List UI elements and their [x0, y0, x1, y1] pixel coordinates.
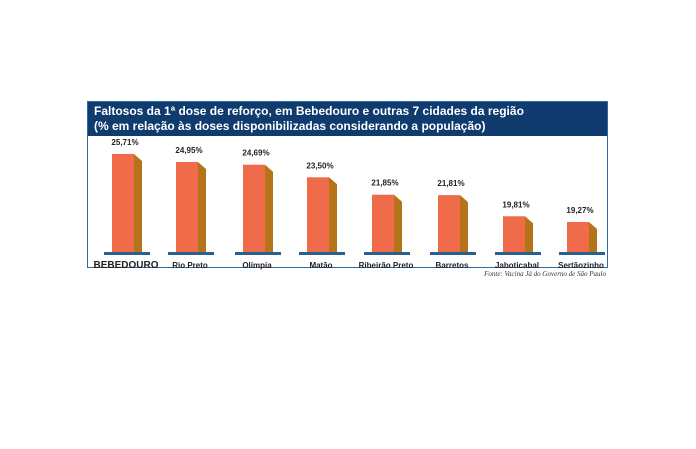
bar-baseline — [235, 252, 281, 255]
category-label: Rio Preto — [172, 261, 208, 270]
chart-title: Faltosos da 1ª dose de reforço, em Bebed… — [94, 104, 524, 118]
bar — [438, 195, 460, 253]
bar-side — [265, 164, 273, 253]
value-label: 21,81% — [437, 179, 464, 188]
bar-baseline — [168, 252, 214, 255]
bar-side — [589, 221, 597, 253]
bar-side — [329, 177, 337, 253]
bar — [372, 194, 394, 253]
bar-baseline — [495, 252, 541, 255]
bar — [567, 221, 589, 253]
bar-side — [460, 195, 468, 253]
category-label: Olímpia — [242, 261, 272, 270]
bar-side — [525, 216, 533, 253]
bar-side — [394, 194, 402, 253]
value-label: 23,50% — [306, 161, 333, 170]
bar-baseline — [430, 252, 476, 255]
bar — [503, 216, 525, 253]
source-note: Fonte: Vacina Já do Governo de São Paulo — [484, 270, 606, 278]
category-label: Jaboticabal — [495, 261, 539, 270]
bar — [112, 153, 134, 253]
chart-header: Faltosos da 1ª dose de reforço, em Bebed… — [88, 102, 607, 136]
category-label: Sertãozinho — [558, 261, 604, 270]
category-label: BEBEDOURO — [93, 260, 158, 271]
value-label: 19,81% — [502, 200, 529, 209]
bar-side — [134, 153, 142, 253]
bar-baseline — [299, 252, 345, 255]
bar-side — [198, 161, 206, 253]
bar — [307, 177, 329, 253]
category-label: Barretos — [436, 261, 469, 270]
value-label: 24,69% — [242, 149, 269, 158]
bar — [176, 161, 198, 253]
bar-baseline — [364, 252, 410, 255]
value-label: 19,27% — [566, 206, 593, 215]
category-label: Matão — [309, 261, 332, 270]
bar-baseline — [104, 252, 150, 255]
value-label: 21,85% — [371, 179, 398, 188]
bar-baseline — [559, 252, 605, 255]
category-label: Ribeirão Preto — [359, 261, 414, 270]
bar — [243, 164, 265, 253]
chart-subtitle: (% em relação às doses disponibilizadas … — [94, 119, 486, 133]
value-label: 24,95% — [175, 146, 202, 155]
value-label: 25,71% — [111, 138, 138, 147]
chart-frame: Faltosos da 1ª dose de reforço, em Bebed… — [87, 101, 608, 268]
